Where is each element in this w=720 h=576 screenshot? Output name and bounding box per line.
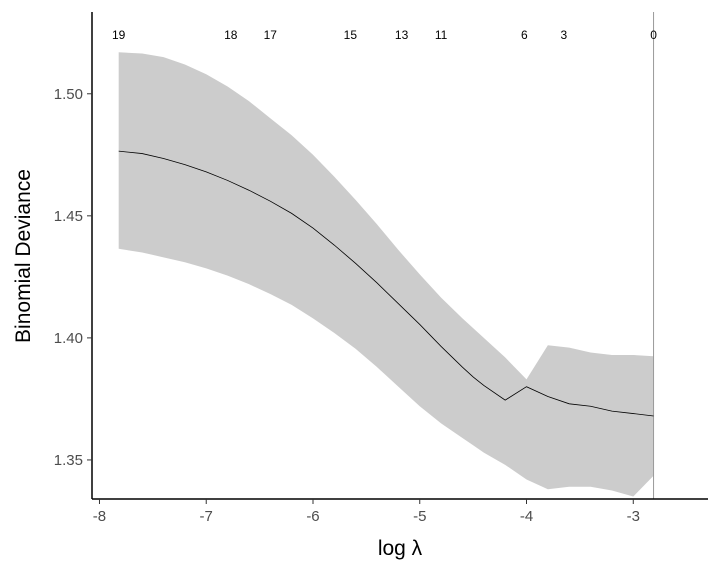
y-tick-label: 1.45 (54, 208, 83, 225)
y-tick-label: 1.35 (54, 452, 83, 469)
nonzero-count-label: 3 (561, 28, 568, 42)
x-tick-label: -6 (306, 508, 319, 525)
nonzero-count-label: 11 (435, 28, 448, 42)
nonzero-count-label: 18 (224, 28, 238, 42)
y-tick-label: 1.50 (54, 86, 83, 103)
nonzero-count-label: 15 (344, 28, 358, 42)
top-axis-labels: 19 18 17 15 13 11 6 3 0 (112, 28, 657, 42)
plot-area (118, 12, 655, 499)
nonzero-count-label: 19 (112, 28, 126, 42)
nonzero-count-label: 13 (395, 28, 409, 42)
y-axis-title: Binomial Deviance (12, 169, 35, 343)
y-tick-label: 1.40 (54, 330, 83, 347)
x-tick-label: -8 (93, 508, 106, 525)
confidence-band (118, 52, 654, 497)
x-tick-label: -4 (520, 508, 533, 525)
x-axis-title: log λ (378, 537, 423, 560)
nonzero-count-label: 17 (264, 28, 278, 42)
nonzero-count-label: 6 (521, 28, 528, 42)
nonzero-count-label: 0 (650, 28, 657, 42)
x-axis-ticks: -8 -7 -6 -5 -4 -3 (93, 499, 640, 525)
x-tick-label: -3 (627, 508, 640, 525)
deviance-line (118, 150, 654, 417)
x-tick-label: -7 (200, 508, 213, 525)
y-axis-ticks: 1.35 1.40 1.45 1.50 (54, 86, 92, 469)
x-tick-label: -5 (413, 508, 426, 525)
